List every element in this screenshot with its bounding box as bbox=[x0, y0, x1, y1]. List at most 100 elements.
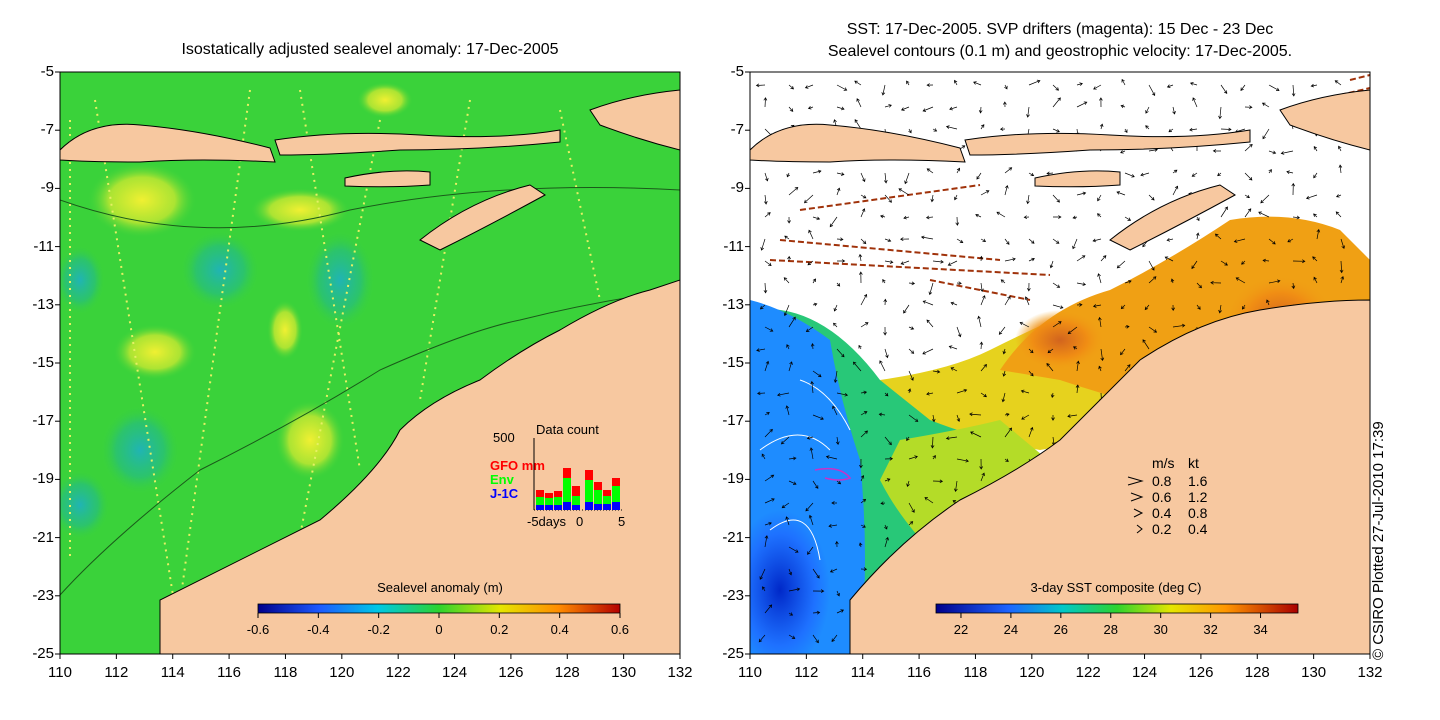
velocity-arrow bbox=[761, 453, 766, 460]
velocity-arrow bbox=[1072, 238, 1078, 250]
sst-hot-core bbox=[1015, 310, 1105, 370]
velocity-arrow bbox=[760, 238, 766, 251]
left-x-tick-label: 116 bbox=[217, 664, 242, 681]
velocity-arrow bbox=[1220, 206, 1228, 218]
velocity-arrow bbox=[836, 282, 841, 287]
sla-low-blob bbox=[60, 245, 105, 315]
velocity-arrow bbox=[1076, 282, 1087, 286]
velocity-arrow bbox=[1004, 427, 1013, 438]
velocity-arrow bbox=[907, 388, 912, 394]
velocity-arrow bbox=[764, 604, 773, 614]
velocity-arrow bbox=[1002, 348, 1007, 355]
velocity-arrow bbox=[926, 391, 934, 396]
velocity-arrow bbox=[979, 255, 984, 262]
velocity-arrow bbox=[807, 546, 814, 555]
velocity-arrow bbox=[1098, 316, 1102, 328]
velocity-arrow bbox=[1026, 194, 1030, 205]
velocity-arrow bbox=[829, 568, 838, 573]
velocity-arrow bbox=[1240, 84, 1246, 92]
velocity-arrow bbox=[860, 498, 867, 504]
velocity-arrow bbox=[883, 326, 887, 336]
velocity-arrow bbox=[1004, 84, 1008, 90]
legend-ms-value: 0.2 bbox=[1152, 521, 1172, 537]
velocity-arrow bbox=[1052, 194, 1060, 203]
left-y-tick-label: -13 bbox=[32, 295, 54, 313]
velocity-arrow bbox=[996, 211, 1006, 218]
right-y-tick-label: -13 bbox=[722, 295, 744, 313]
velocity-arrow bbox=[1292, 259, 1306, 264]
velocity-arrow bbox=[955, 216, 960, 226]
velocity-arrow bbox=[1170, 278, 1175, 284]
velocity-arrow bbox=[808, 229, 814, 240]
velocity-arrow bbox=[947, 260, 958, 266]
left-y-tick-label: -15 bbox=[32, 354, 54, 371]
velocity-arrow bbox=[1217, 172, 1222, 177]
legend-ms-header: m/s bbox=[1152, 455, 1175, 471]
velocity-arrow bbox=[836, 590, 840, 597]
velocity-arrow bbox=[926, 168, 934, 174]
velocity-arrow bbox=[1164, 256, 1174, 262]
velocity-arrow bbox=[1046, 362, 1054, 372]
velocity-arrow bbox=[764, 521, 772, 526]
velocity-arrow bbox=[764, 474, 775, 482]
sla-high-blob bbox=[275, 400, 345, 480]
left-y-tick-label: -5 bbox=[40, 63, 54, 80]
velocity-arrow bbox=[979, 458, 984, 470]
velocity-arrow bbox=[757, 391, 766, 396]
velocity-arrow bbox=[978, 106, 983, 114]
velocity-arrow bbox=[1120, 104, 1126, 109]
velocity-arrow bbox=[922, 348, 934, 355]
velocity-arrow bbox=[784, 235, 790, 240]
left-x-tick-label: 122 bbox=[385, 664, 411, 681]
velocity-arrow bbox=[908, 370, 914, 381]
velocity-arrow bbox=[908, 502, 915, 513]
velocity-arrow bbox=[1120, 304, 1126, 310]
velocity-arrow bbox=[1244, 208, 1252, 218]
right-y-tick-label: -17 bbox=[722, 412, 744, 430]
velocity-arrow bbox=[764, 326, 774, 332]
velocity-arrow bbox=[810, 343, 815, 350]
velocity-arrow bbox=[884, 194, 892, 203]
velocity-arrow bbox=[1172, 169, 1178, 174]
velocity-arrow bbox=[1287, 238, 1294, 243]
legend-arrow bbox=[1127, 476, 1144, 486]
velocity-arrow bbox=[928, 282, 934, 296]
shelf-contour bbox=[60, 289, 680, 596]
velocity-arrow bbox=[1191, 260, 1198, 270]
velocity-arrow bbox=[980, 472, 985, 482]
velocity-arrow bbox=[806, 436, 814, 440]
velocity-arrow bbox=[1145, 125, 1150, 130]
velocity-arrow bbox=[1124, 172, 1135, 178]
velocity-arrow bbox=[926, 319, 934, 328]
velocity-arrow bbox=[860, 293, 868, 306]
right-x-tick-label: 116 bbox=[907, 664, 932, 681]
sla-high-blob bbox=[267, 300, 303, 360]
left-colorbar-tick-label: 0.6 bbox=[611, 622, 629, 637]
velocity-arrow bbox=[858, 271, 863, 284]
velocity-arrow bbox=[1052, 128, 1060, 133]
velocity-arrow bbox=[805, 326, 814, 332]
velocity-arrow bbox=[812, 169, 822, 174]
sla-low-blob bbox=[305, 230, 375, 330]
velocity-arrow bbox=[1280, 150, 1294, 155]
velocity-arrow bbox=[759, 304, 766, 310]
velocity-arrow bbox=[788, 612, 794, 616]
velocity-arrow bbox=[835, 540, 839, 548]
right-y-tick-label: -11 bbox=[723, 237, 744, 255]
velocity-arrow bbox=[1335, 211, 1342, 218]
velocity-arrow bbox=[788, 84, 795, 90]
velocity-arrow bbox=[1076, 82, 1083, 86]
velocity-arrow bbox=[1051, 415, 1055, 421]
velocity-arrow bbox=[1076, 191, 1087, 196]
left-map-title: Isostatically adjusted sealevel anomaly:… bbox=[181, 41, 559, 58]
velocity-arrow bbox=[980, 295, 986, 306]
velocity-arrow bbox=[1268, 150, 1277, 155]
data-count-x-zero: 0 bbox=[576, 514, 583, 529]
velocity-arrow bbox=[1100, 348, 1105, 362]
velocity-arrow bbox=[1002, 101, 1007, 108]
velocity-arrow bbox=[1028, 257, 1035, 262]
velocity-arrow bbox=[1075, 384, 1080, 394]
velocity-arrow bbox=[1098, 365, 1102, 372]
sla-high-blob bbox=[113, 324, 197, 380]
altimeter-tracks bbox=[69, 89, 601, 641]
